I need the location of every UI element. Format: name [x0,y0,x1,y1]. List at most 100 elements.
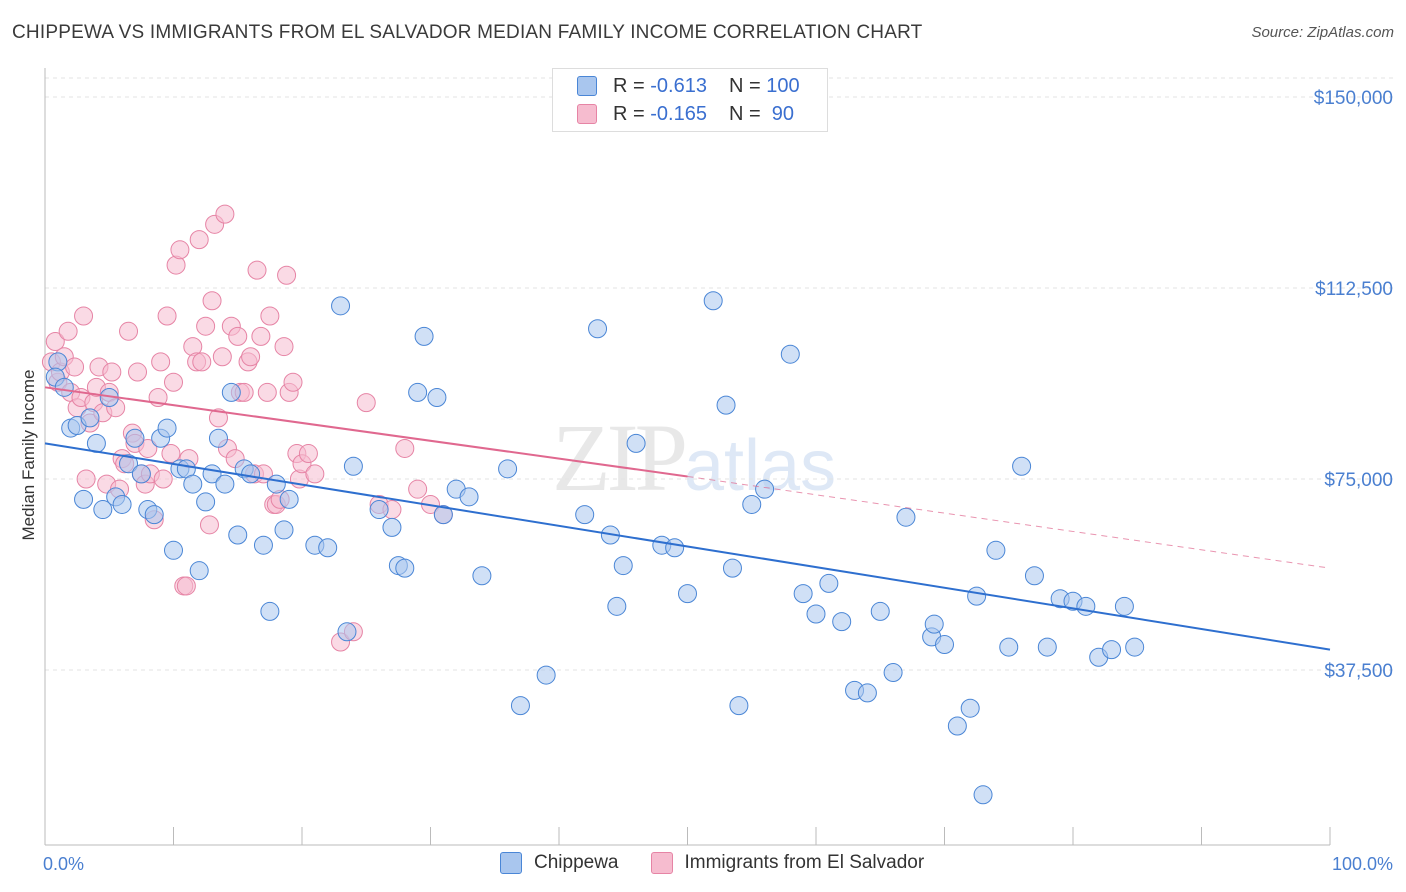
legend-swatch-blue [577,76,597,96]
data-point-chippewa [183,474,203,494]
data-point-el-salvador [119,321,139,341]
bottom-legend-label: Chippewa [534,852,619,873]
data-point-chippewa [883,663,903,683]
data-point-chippewa [857,683,877,703]
x-tick-label: 0.0% [43,854,84,874]
data-point-chippewa [433,505,453,525]
bottom-legend-chippewa[interactable]: Chippewa [500,852,619,874]
data-point-chippewa [607,596,627,616]
data-point-chippewa [215,474,235,494]
data-point-chippewa [536,665,556,685]
data-point-chippewa [119,454,139,474]
data-point-chippewa [1102,640,1122,660]
data-point-chippewa [459,487,479,507]
data-point-el-salvador [283,372,303,392]
legend-n-label: N = [728,102,761,125]
data-point-chippewa [260,601,280,621]
data-point-chippewa [93,500,113,520]
data-point-chippewa [755,479,775,499]
data-point-chippewa [125,428,145,448]
legend-r-value: -0.613 [650,74,707,97]
data-point-chippewa [780,344,800,364]
data-point-el-salvador [208,408,228,428]
data-point-el-salvador [196,316,216,336]
data-point-el-salvador [189,230,209,250]
data-point-el-salvador [395,438,415,458]
data-point-chippewa [144,505,164,525]
data-point-chippewa [408,382,428,402]
legend-r-value: -0.165 [650,102,707,125]
data-point-chippewa [1076,596,1096,616]
data-point-chippewa [613,556,633,576]
data-point-chippewa [626,433,646,453]
y-tick-label: $75,000 [1324,470,1393,491]
data-point-el-salvador [170,240,190,260]
data-point-el-salvador [76,469,96,489]
data-point-chippewa [221,382,241,402]
legend-r-label: R = [613,102,645,125]
bottom-legend-swatch-blue [500,852,522,874]
data-point-el-salvador [199,515,219,535]
legend-n-value: 90 [766,102,795,125]
data-point-el-salvador [138,438,158,458]
data-point-el-salvador [157,306,177,326]
trend-line-chippewa [44,442,1331,651]
data-point-el-salvador [274,337,294,357]
data-point-el-salvador [247,260,267,280]
source-label: Source: ZipAtlas.com [1251,24,1394,41]
data-point-chippewa [1012,456,1032,476]
data-point-el-salvador [45,331,65,351]
data-point-chippewa [253,535,273,555]
data-point-chippewa [395,558,415,578]
chart-title: CHIPPEWA VS IMMIGRANTS FROM EL SALVADOR … [12,22,923,43]
data-point-el-salvador [257,382,277,402]
y-axis-label: Median Family Income [19,369,38,540]
data-point-chippewa [331,296,351,316]
data-point-el-salvador [277,265,297,285]
data-point-chippewa [935,635,954,655]
trend-lines [44,386,1331,651]
data-point-chippewa [588,319,608,339]
watermark-zip: ZIP [552,404,688,511]
data-point-chippewa [924,614,944,634]
data-point-el-salvador [305,464,325,484]
data-point-chippewa [722,558,742,578]
bottom-legend: Chippewa Immigrants from El Salvador [500,852,956,874]
data-point-chippewa [896,507,916,527]
data-point-chippewa [973,785,993,805]
data-point-chippewa [510,696,530,716]
data-point-chippewa [1125,637,1145,657]
data-point-chippewa [498,459,518,479]
data-point-el-salvador [128,362,148,382]
data-point-el-salvador [74,306,94,326]
data-point-chippewa [414,326,434,346]
data-point-chippewa [337,622,357,642]
data-point-chippewa [131,464,151,484]
data-point-el-salvador [192,352,212,372]
data-point-el-salvador [251,326,271,346]
series-immigrants-el-salvador [41,204,453,652]
data-point-chippewa [74,489,94,509]
data-point-chippewa [80,408,100,428]
data-point-chippewa [716,395,736,415]
data-point-chippewa [157,418,177,438]
trend-line-el-salvador-extrapolated [687,475,1331,569]
data-point-el-salvador [65,357,85,377]
data-point-el-salvador [102,362,122,382]
legend-row-el-salvador: R = -0.165 N = 90 [577,101,794,127]
grid-lines [45,77,1395,671]
data-point-el-salvador [161,444,181,464]
data-point-chippewa [793,584,813,604]
data-point-chippewa [266,474,286,494]
bottom-legend-el-salvador[interactable]: Immigrants from El Salvador [650,852,925,874]
data-point-chippewa [318,538,338,558]
data-point-el-salvador [202,291,222,311]
data-point-chippewa [742,494,762,514]
data-point-chippewa [208,428,228,448]
axes [44,68,1331,846]
bottom-legend-label: Immigrants from El Salvador [684,852,925,873]
data-point-chippewa [729,696,749,716]
data-point-el-salvador [212,347,232,367]
y-tick-label: $112,500 [1315,279,1393,300]
